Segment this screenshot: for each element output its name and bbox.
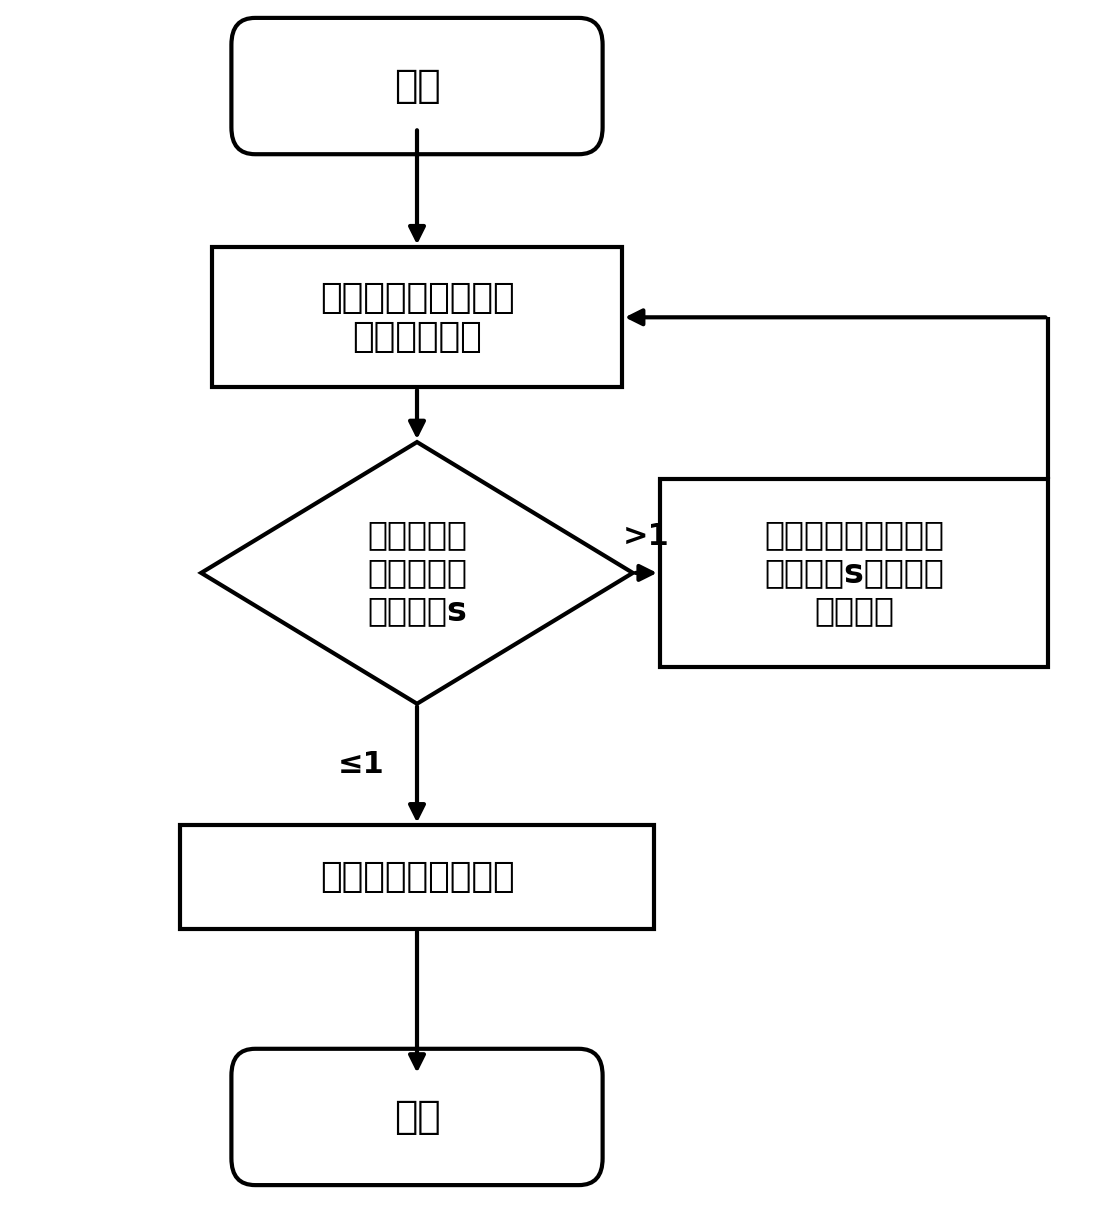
Text: >1: >1 [623,522,670,551]
FancyBboxPatch shape [660,479,1048,667]
Polygon shape [201,442,633,704]
Text: 当前单元相对密度値
乘以比値s，并限定
取値范围: 当前单元相对密度値 乘以比値s，并限定 取値范围 [764,518,944,628]
FancyBboxPatch shape [232,1049,602,1185]
FancyBboxPatch shape [232,18,602,154]
Text: 进入下一迭代步计算: 进入下一迭代步计算 [319,860,515,894]
FancyBboxPatch shape [179,826,655,929]
Text: 开始: 开始 [393,66,440,105]
Text: 计算质量约
束限与总质
量的比値s: 计算质量约 束限与总质 量的比値s [367,518,467,628]
Text: ≤1: ≤1 [338,750,385,779]
FancyBboxPatch shape [212,247,622,388]
Text: 结束: 结束 [393,1098,440,1136]
Text: 计算单元相对密度，
求和得总质量: 计算单元相对密度， 求和得总质量 [319,281,515,355]
